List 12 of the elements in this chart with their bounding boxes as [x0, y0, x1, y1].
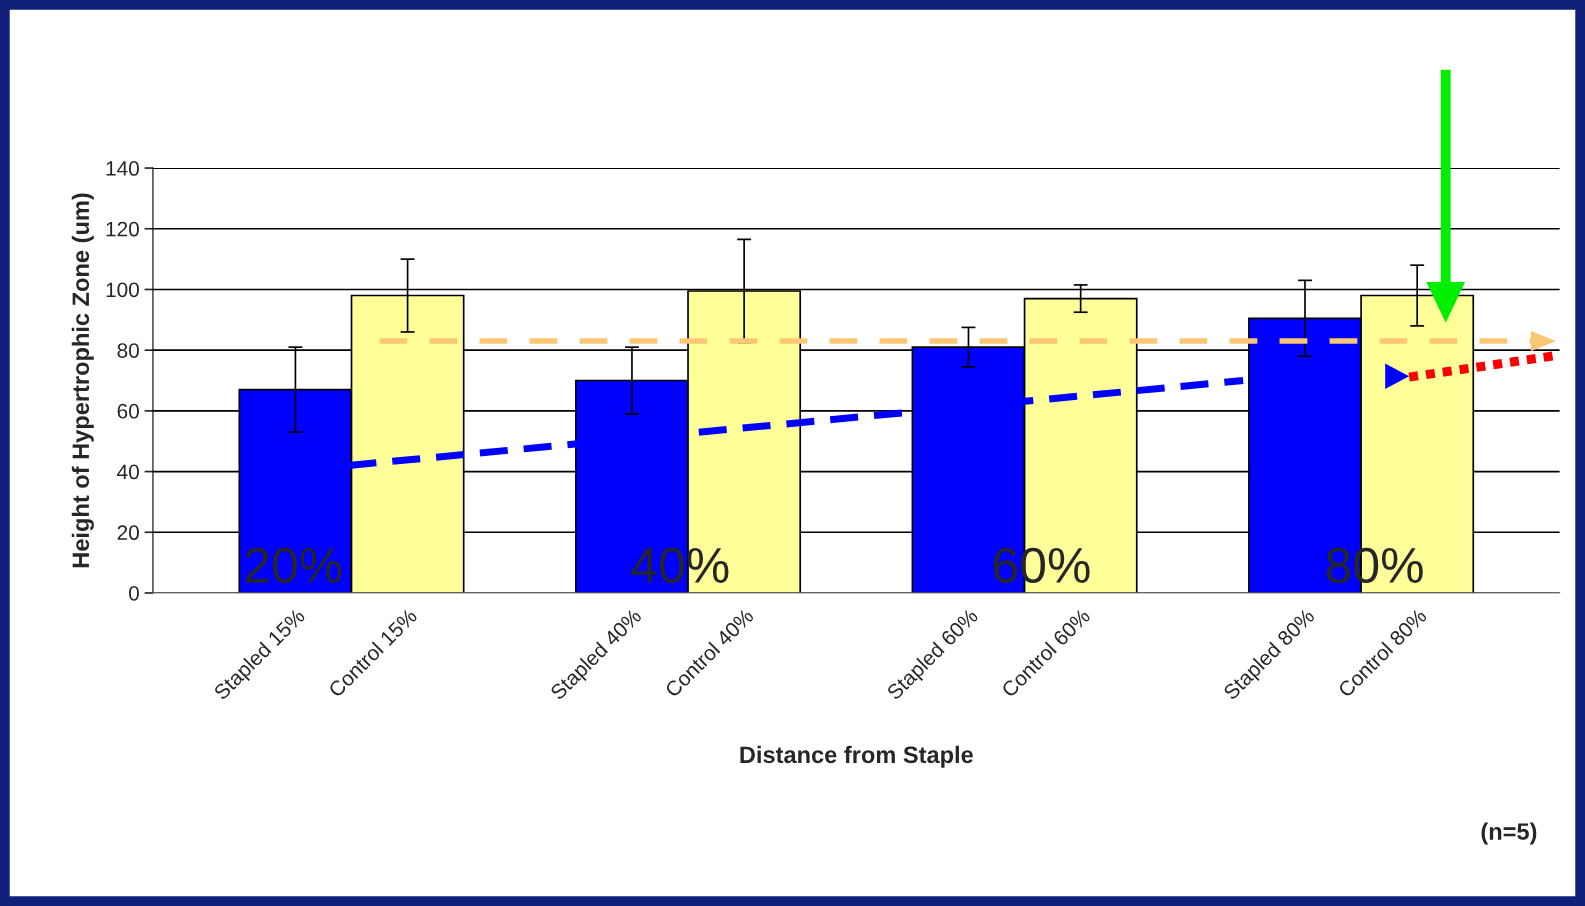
x-axis-title: Distance from Staple — [740, 745, 973, 768]
y-axis-title: Height of Hypertrophic Zone (um) — [71, 193, 94, 568]
y-tick-label: 60 — [117, 403, 139, 419]
y-tick-label: 140 — [106, 161, 139, 176]
y-tick-label: 20 — [117, 525, 139, 541]
y-tick-label: 120 — [106, 221, 139, 237]
y-tick-label: 80 — [117, 343, 139, 358]
y-tick-label: 100 — [106, 282, 139, 298]
y-tick-label: 0 — [128, 585, 139, 601]
y-tick-label: 40 — [117, 464, 139, 480]
annotation: 20% — [245, 547, 342, 584]
text: (n=5) — [1481, 822, 1537, 845]
